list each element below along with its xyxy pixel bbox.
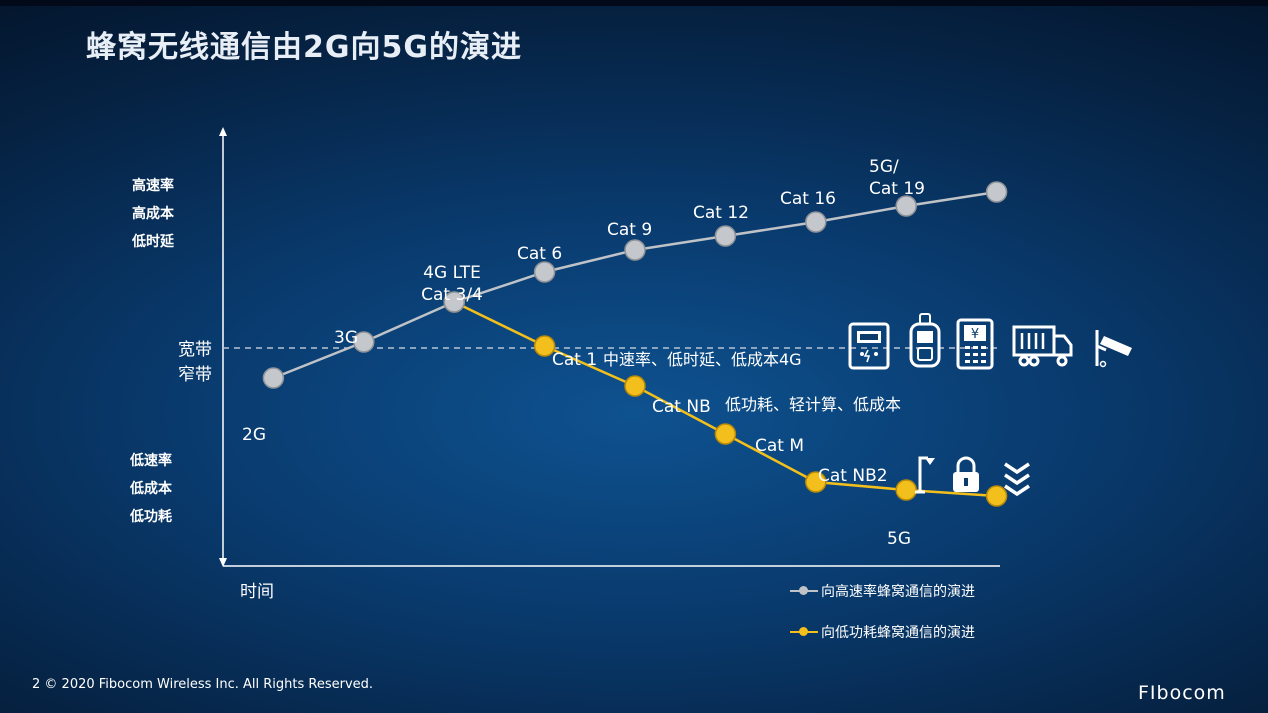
copyright: © 2020 Fibocom Wireless Inc. All Rights …: [44, 677, 374, 692]
point-label-cat9: Cat 9: [607, 220, 653, 240]
legend-high-speed: 向高速率蜂窝通信的演进: [790, 581, 975, 601]
point-label-catnb2: Cat NB2: [818, 466, 888, 486]
point-label-cat12: Cat 12: [693, 203, 749, 223]
data-point-low-power-5: [895, 479, 917, 501]
truck-icon: [1012, 325, 1073, 367]
x-axis-label: 时间: [240, 582, 274, 602]
y-label-high-cost: 高成本: [132, 206, 174, 222]
y-label-low-power: 低功耗: [130, 509, 172, 525]
camera-icon: [1095, 330, 1132, 368]
point-label-4g-lte: 4G LTE Cat 3/4: [421, 263, 483, 305]
y-axis-arrow-up: [219, 127, 227, 136]
point-label-3g: 3G: [334, 328, 358, 348]
point-label-5g-cat19: 5G/ Cat 19: [869, 157, 925, 199]
y-label-high-speed: 高速率: [132, 178, 174, 194]
top-bar: [0, 0, 1268, 6]
meter-icon: [848, 322, 890, 370]
y-label-bottom: 低速率 低成本 低功耗: [130, 447, 172, 531]
data-point-high-speed-0: [262, 367, 285, 389]
band-label-broadband: 宽带: [178, 340, 212, 360]
svg-text:¥: ¥: [971, 327, 979, 342]
data-point-high-speed-8: [985, 181, 1008, 203]
lock-icon: [953, 456, 979, 492]
point-label-cat1: Cat 1: [552, 350, 598, 370]
point-label-catm: Cat M: [755, 436, 805, 456]
data-point-low-power-4: [805, 471, 827, 493]
annotation-cat1: 中速率、低时延、低成本4G: [603, 350, 802, 369]
band-label-narrowband: 窄带: [178, 365, 212, 385]
y-axis-arrow-down: [219, 558, 227, 567]
point-label-catnb: Cat NB: [652, 397, 711, 417]
annotation-catnb: 低功耗、轻计算、低成本: [725, 395, 902, 414]
page-number: 2: [32, 677, 41, 692]
point-label-cat16: Cat 16: [780, 189, 836, 209]
streetlight-icon: [915, 456, 935, 494]
legend-low-power: 向低功耗蜂窝通信的演进: [790, 622, 975, 642]
pos-terminal-icon: ¥: [956, 318, 994, 370]
y-label-top: 高速率 高成本 低时延: [132, 172, 174, 256]
slide-title: 蜂窝无线通信由2G向5G的演进: [86, 30, 522, 65]
y-label-low-cost: 低成本: [130, 481, 172, 497]
legend-text-high: 向高速率蜂窝通信的演进: [821, 584, 975, 600]
point-label-2g: 2G: [242, 425, 266, 445]
data-point-high-speed-7: [895, 195, 917, 217]
band-labels: 宽带 窄带: [178, 338, 212, 388]
data-point-high-speed-3: [533, 261, 556, 283]
data-point-high-speed-1: [353, 331, 375, 353]
data-point-high-speed-5: [714, 225, 737, 247]
fibocom-logo: FIbocom: [1138, 682, 1226, 704]
y-label-low-latency: 低时延: [132, 234, 174, 250]
data-point-low-power-2: [624, 375, 646, 397]
water-icon: [1004, 462, 1030, 496]
data-point-high-speed-6: [805, 211, 827, 233]
data-point-low-power-1: [533, 335, 556, 357]
footer: 2 © 2020 Fibocom Wireless Inc. All Right…: [32, 677, 373, 692]
y-label-low-speed: 低速率: [130, 453, 172, 469]
legend-text-low: 向低功耗蜂窝通信的演进: [821, 625, 975, 641]
legend-swatch-yellow: [790, 626, 818, 638]
data-point-low-power-3: [714, 423, 737, 445]
legend-swatch-gray: [790, 585, 818, 597]
handheld-terminal-icon: [909, 313, 941, 368]
data-point-high-speed-2: [443, 291, 465, 313]
point-label-5g-low: 5G: [887, 529, 911, 549]
point-label-cat6: Cat 6: [517, 244, 563, 264]
data-point-high-speed-4: [624, 239, 646, 261]
data-point-low-power-6: [985, 485, 1008, 507]
